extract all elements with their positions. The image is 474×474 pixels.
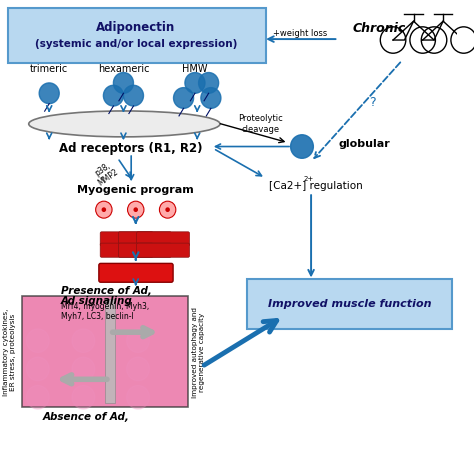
Text: Myogenic program: Myogenic program [77, 185, 194, 195]
Circle shape [185, 73, 205, 93]
Circle shape [39, 83, 59, 104]
FancyBboxPatch shape [105, 299, 115, 403]
FancyBboxPatch shape [247, 279, 452, 329]
Circle shape [72, 385, 95, 409]
Circle shape [201, 88, 221, 109]
Text: Proteolytic
cleavage: Proteolytic cleavage [238, 114, 283, 134]
Text: Adiponectin: Adiponectin [96, 21, 175, 34]
Text: Inflammatory cytokines,
ER stress, proteolysis: Inflammatory cytokines, ER stress, prote… [3, 309, 16, 396]
Circle shape [127, 329, 149, 353]
Circle shape [134, 207, 138, 212]
Circle shape [199, 73, 219, 93]
Text: Improved autophagy and
regenerative capacity: Improved autophagy and regenerative capa… [191, 307, 205, 398]
Circle shape [72, 329, 95, 353]
FancyBboxPatch shape [118, 232, 171, 246]
Text: [Ca2+] regulation: [Ca2+] regulation [269, 181, 363, 191]
Circle shape [127, 357, 149, 381]
Circle shape [27, 357, 49, 381]
Circle shape [173, 88, 193, 109]
FancyBboxPatch shape [137, 232, 190, 246]
FancyBboxPatch shape [118, 243, 171, 257]
Ellipse shape [29, 111, 220, 137]
Circle shape [113, 73, 134, 93]
Circle shape [291, 135, 313, 158]
Circle shape [165, 207, 170, 212]
Text: HMW: HMW [182, 64, 208, 74]
FancyBboxPatch shape [100, 243, 153, 257]
Circle shape [27, 385, 49, 409]
Text: Chronic: Chronic [352, 22, 405, 35]
Circle shape [72, 357, 95, 381]
FancyBboxPatch shape [22, 296, 188, 407]
Circle shape [96, 201, 112, 218]
Text: Improved muscle function: Improved muscle function [268, 299, 431, 309]
Text: (systemic and/or local expression): (systemic and/or local expression) [35, 39, 237, 49]
Text: Mrf4, myogenin, Myh3,
Myh7, LC3, beclin-I: Mrf4, myogenin, Myh3, Myh7, LC3, beclin-… [61, 302, 149, 321]
Circle shape [27, 329, 49, 353]
Text: p38,
MMP2: p38, MMP2 [91, 159, 120, 188]
Text: Ad signaling: Ad signaling [61, 296, 132, 306]
Circle shape [103, 85, 123, 106]
Text: hexameric: hexameric [98, 64, 149, 74]
Text: globular: globular [338, 139, 390, 149]
Circle shape [101, 207, 106, 212]
Text: Ad receptors (R1, R2): Ad receptors (R1, R2) [59, 142, 203, 155]
Text: +weight loss: +weight loss [273, 29, 327, 38]
Circle shape [123, 85, 144, 106]
Circle shape [159, 201, 176, 218]
Text: trimeric: trimeric [30, 64, 68, 74]
Text: Absence of Ad,: Absence of Ad, [42, 412, 129, 422]
Circle shape [128, 201, 144, 218]
FancyBboxPatch shape [8, 9, 265, 63]
FancyBboxPatch shape [99, 264, 173, 282]
Text: Presence of Ad,: Presence of Ad, [61, 286, 152, 296]
FancyBboxPatch shape [100, 232, 153, 246]
Text: ?: ? [369, 96, 376, 109]
Circle shape [127, 385, 149, 409]
FancyBboxPatch shape [137, 243, 190, 257]
Text: 2+: 2+ [303, 176, 314, 182]
